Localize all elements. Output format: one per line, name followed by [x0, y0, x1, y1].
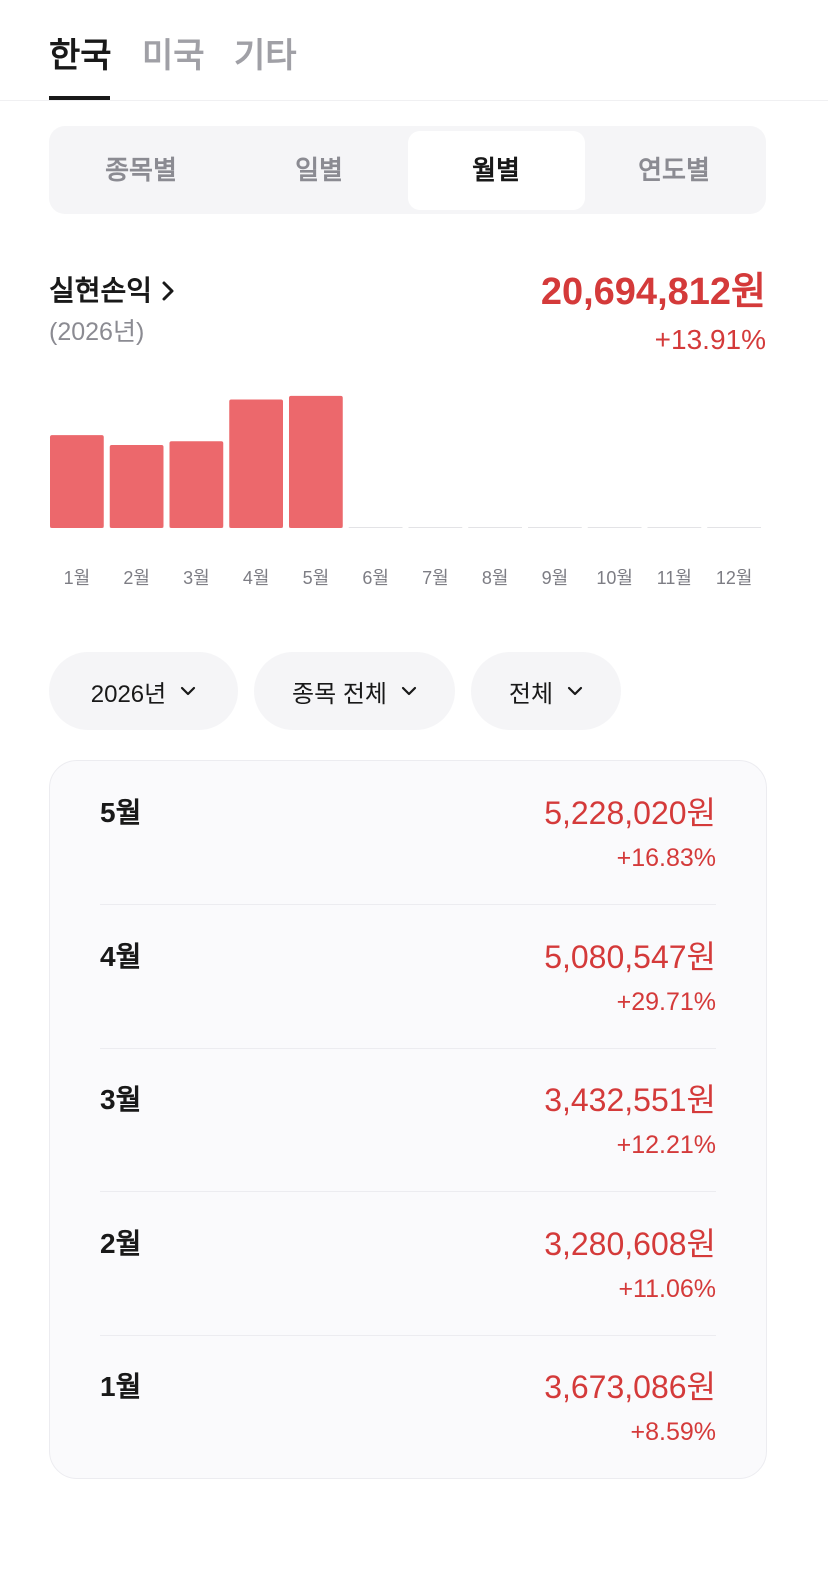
x-tick-label: 2월	[123, 568, 150, 588]
x-tick-label: 8월	[482, 568, 509, 588]
record-rate: +8.59%	[630, 1418, 717, 1446]
x-tick-label: 7월	[422, 568, 449, 588]
record-rate: +29.71%	[616, 987, 716, 1016]
divider	[0, 100, 828, 101]
filter-label: 전체	[508, 680, 554, 708]
x-tick-label: 9월	[542, 568, 569, 588]
record-rate: +12.21%	[616, 1131, 716, 1159]
x-tick-label: 3월	[183, 568, 210, 588]
chevron-down	[181, 686, 196, 696]
chevron-down	[401, 686, 417, 696]
record-month: 4월	[100, 940, 142, 972]
row-divider	[100, 904, 716, 905]
filter-label: 종목 전체	[292, 680, 387, 708]
chevron-right	[162, 281, 174, 301]
bar	[229, 399, 283, 528]
row-divider	[100, 1047, 716, 1049]
segment[interactable]: 종목별	[105, 155, 177, 185]
bar	[50, 435, 104, 528]
record-row: 3월 3,432,551원 +12.21%	[100, 1048, 716, 1192]
x-tick-label: 5월	[303, 568, 330, 588]
x-tick-label: 6월	[362, 568, 389, 588]
tab[interactable]: 기타	[234, 37, 297, 75]
row-divider	[100, 1191, 716, 1192]
summary-title: 실현손익	[49, 275, 153, 306]
x-tick-label: 11월	[657, 568, 692, 588]
record-list: 5월 5,228,020원 +16.83% 4월 5,080,547원 +29.71% 3월…	[49, 760, 767, 1479]
tab[interactable]: 미국	[142, 37, 205, 75]
record-month: 3월	[100, 1084, 142, 1115]
record-rate: +11.06%	[618, 1274, 716, 1303]
summary-amount: 20,694,812원	[540, 271, 766, 313]
record-amount: 3,432,551원	[544, 1082, 716, 1118]
x-tick-label: 10월	[596, 568, 633, 588]
bar	[289, 395, 343, 528]
record-month: 2월	[100, 1227, 142, 1259]
segment-selected	[408, 131, 585, 210]
row-divider	[100, 1334, 716, 1336]
record-row: 4월 5,080,547원 +29.71%	[100, 905, 716, 1049]
record-month: 5월	[100, 797, 142, 828]
summary-title-link[interactable]: 실현손익	[49, 273, 176, 309]
x-tick-label: 1월	[64, 568, 91, 588]
filter-dropdown[interactable]: 전체	[471, 652, 621, 730]
filter-dropdown[interactable]: 종목 전체	[254, 652, 455, 730]
chart: 1월 2월 3월 4월 5월 6월 7월 8월 9월 10월 11월 12월	[50, 395, 761, 588]
record-row: 2월 3,280,608원 +11.06%	[100, 1192, 716, 1336]
record-amount: 5,080,547원	[544, 938, 716, 975]
record-row: 1월 3,673,086원 +8.59%	[100, 1335, 716, 1479]
summary-rate: +13.91%	[654, 324, 766, 355]
record-amount: 3,673,086원	[544, 1369, 716, 1405]
segment[interactable]: 월별	[472, 155, 520, 185]
x-tick-label: 4월	[243, 568, 270, 588]
tab-indicator	[49, 96, 110, 100]
bar	[109, 445, 164, 528]
segmented-control	[49, 126, 766, 214]
record-rate: +16.83%	[616, 844, 716, 872]
filter-dropdown[interactable]: 2026년	[49, 652, 238, 730]
segment[interactable]: 일별	[295, 155, 343, 185]
x-tick-label: 12월	[716, 568, 753, 588]
bar	[169, 441, 224, 528]
tab[interactable]: 한국	[49, 37, 112, 75]
chevron-down	[567, 686, 583, 696]
filter-label: 2026년	[90, 680, 167, 708]
record-row: 5월 5,228,020원 +16.83%	[100, 761, 716, 905]
record-amount: 3,280,608원	[544, 1225, 716, 1262]
record-month: 1월	[100, 1371, 142, 1402]
record-amount: 5,228,020원	[544, 795, 716, 831]
summary-period: (2026년)	[49, 318, 145, 346]
segment[interactable]: 연도별	[638, 155, 710, 185]
